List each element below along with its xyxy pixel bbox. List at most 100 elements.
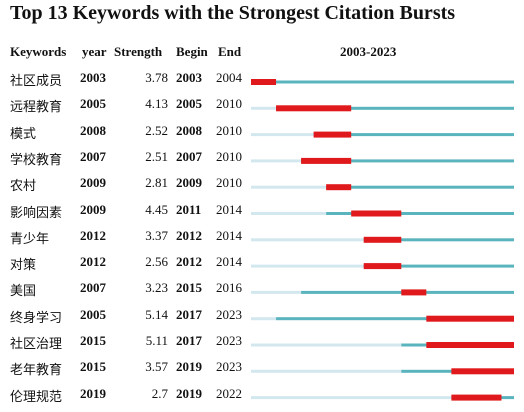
table-row: 模式 2008 2.52 2008 2010 bbox=[0, 123, 524, 149]
begin-cell: 2015 bbox=[176, 280, 202, 296]
strength-cell: 5.14 bbox=[145, 306, 168, 322]
year-cell: 2019 bbox=[80, 385, 106, 401]
table-row: 学校教育 2007 2.51 2007 2010 bbox=[0, 149, 524, 175]
burst-bar bbox=[451, 368, 514, 375]
timeline-present-segment bbox=[326, 185, 514, 189]
burst-bar bbox=[401, 289, 427, 296]
timeline-absent-segment bbox=[251, 106, 277, 110]
year-cell: 2015 bbox=[80, 359, 106, 375]
end-cell: 2023 bbox=[216, 306, 242, 322]
table-row: 社区治理 2015 5.11 2017 2023 bbox=[0, 333, 524, 359]
strength-cell: 2.56 bbox=[145, 254, 168, 270]
year-cell: 2007 bbox=[80, 148, 106, 164]
burst-bar bbox=[313, 131, 352, 138]
begin-cell: 2007 bbox=[176, 148, 202, 164]
end-cell: 2023 bbox=[216, 359, 242, 375]
strength-cell: 3.78 bbox=[145, 70, 168, 85]
timeline-absent-segment bbox=[251, 238, 364, 242]
burst-bar bbox=[276, 105, 352, 112]
end-cell: 2010 bbox=[216, 96, 242, 112]
keyword-cell: 学校教育 bbox=[10, 152, 63, 168]
begin-cell: 2003 bbox=[176, 70, 202, 85]
begin-cell: 2019 bbox=[176, 385, 202, 401]
table-row: 美国 2007 3.23 2015 2016 bbox=[0, 280, 524, 306]
table-row: 农村 2009 2.81 2009 2010 bbox=[0, 175, 524, 201]
keyword-cell: 农村 bbox=[10, 179, 37, 195]
strength-cell: 5.11 bbox=[145, 333, 168, 348]
burst-bar bbox=[363, 263, 402, 270]
table-row: 终身学习 2005 5.14 2017 2023 bbox=[0, 307, 524, 333]
end-cell: 2023 bbox=[216, 333, 242, 348]
header-year: year bbox=[82, 44, 107, 59]
timeline-absent-segment bbox=[251, 396, 452, 400]
timeline-present-segment bbox=[326, 212, 514, 215]
timeline-absent-segment bbox=[251, 369, 402, 373]
keyword-cell: 美国 bbox=[10, 284, 37, 300]
strength-cell: 2.7 bbox=[151, 385, 168, 401]
timeline-present-segment bbox=[276, 106, 514, 110]
keyword-cell: 模式 bbox=[10, 126, 37, 142]
table-row: 伦理规范 2019 2.7 2019 2022 bbox=[0, 386, 524, 412]
header-begin: Begin bbox=[176, 44, 208, 59]
strength-cell: 4.13 bbox=[145, 96, 168, 112]
timeline-present-segment bbox=[301, 159, 514, 163]
table-row: 远程教育 2005 4.13 2005 2010 bbox=[0, 96, 524, 122]
year-cell: 2009 bbox=[80, 201, 106, 217]
burst-bar bbox=[351, 210, 402, 217]
year-cell: 2005 bbox=[80, 96, 106, 112]
burst-bar bbox=[326, 184, 352, 191]
year-cell: 2003 bbox=[80, 70, 106, 85]
timeline-absent-segment bbox=[251, 212, 327, 215]
begin-cell: 2012 bbox=[176, 254, 202, 270]
strength-cell: 3.23 bbox=[145, 280, 168, 296]
end-cell: 2014 bbox=[216, 254, 242, 270]
end-cell: 2010 bbox=[216, 122, 242, 138]
year-cell: 2008 bbox=[80, 122, 106, 138]
year-cell: 2007 bbox=[80, 280, 106, 296]
header-strength: Strength bbox=[114, 44, 163, 59]
header-year-range: 2003-2023 bbox=[340, 44, 397, 59]
end-cell: 2014 bbox=[216, 227, 242, 243]
header-keywords: Keywords bbox=[10, 44, 67, 59]
timeline-absent-segment bbox=[251, 290, 302, 294]
timeline-absent-segment bbox=[251, 343, 402, 347]
end-cell: 2010 bbox=[216, 148, 242, 164]
begin-cell: 2011 bbox=[176, 201, 202, 217]
table-row: 影响因素 2009 4.45 2011 2014 bbox=[0, 202, 524, 228]
timeline-absent-segment bbox=[251, 317, 277, 321]
strength-cell: 2.81 bbox=[145, 175, 168, 191]
keyword-cell: 老年教育 bbox=[10, 363, 63, 379]
keyword-cell: 青少年 bbox=[10, 231, 50, 247]
timeline-absent-segment bbox=[251, 264, 364, 268]
keyword-cell: 社区成员 bbox=[10, 74, 63, 89]
year-cell: 2005 bbox=[80, 306, 106, 322]
end-cell: 2014 bbox=[216, 201, 242, 217]
chart-title: Top 13 Keywords with the Strongest Citat… bbox=[10, 2, 456, 24]
begin-cell: 2017 bbox=[176, 306, 202, 322]
table-row: 社区成员 2003 3.78 2003 2004 bbox=[0, 70, 524, 96]
strength-cell: 3.57 bbox=[145, 359, 168, 375]
year-cell: 2012 bbox=[80, 227, 106, 243]
keyword-cell: 对策 bbox=[10, 258, 37, 274]
burst-bar bbox=[301, 157, 352, 164]
table-row: 老年教育 2015 3.57 2019 2023 bbox=[0, 359, 524, 385]
keyword-cell: 远程教育 bbox=[10, 100, 63, 116]
header-end: End bbox=[218, 44, 242, 59]
burst-bar bbox=[251, 79, 277, 85]
timeline-present-segment bbox=[276, 317, 514, 321]
burst-bar bbox=[426, 342, 514, 348]
begin-cell: 2008 bbox=[176, 122, 202, 138]
table-row: 青少年 2012 3.37 2012 2014 bbox=[0, 228, 524, 254]
timeline-absent-segment bbox=[251, 185, 327, 189]
year-cell: 2012 bbox=[80, 254, 106, 270]
year-cell: 2015 bbox=[80, 333, 106, 348]
timeline-absent-segment bbox=[251, 159, 302, 163]
strength-cell: 2.51 bbox=[145, 148, 168, 164]
keyword-cell: 终身学习 bbox=[10, 310, 63, 326]
burst-bar bbox=[451, 394, 502, 401]
strength-cell: 3.37 bbox=[145, 227, 168, 243]
begin-cell: 2017 bbox=[176, 333, 202, 348]
end-cell: 2022 bbox=[216, 385, 242, 401]
end-cell: 2016 bbox=[216, 280, 242, 296]
